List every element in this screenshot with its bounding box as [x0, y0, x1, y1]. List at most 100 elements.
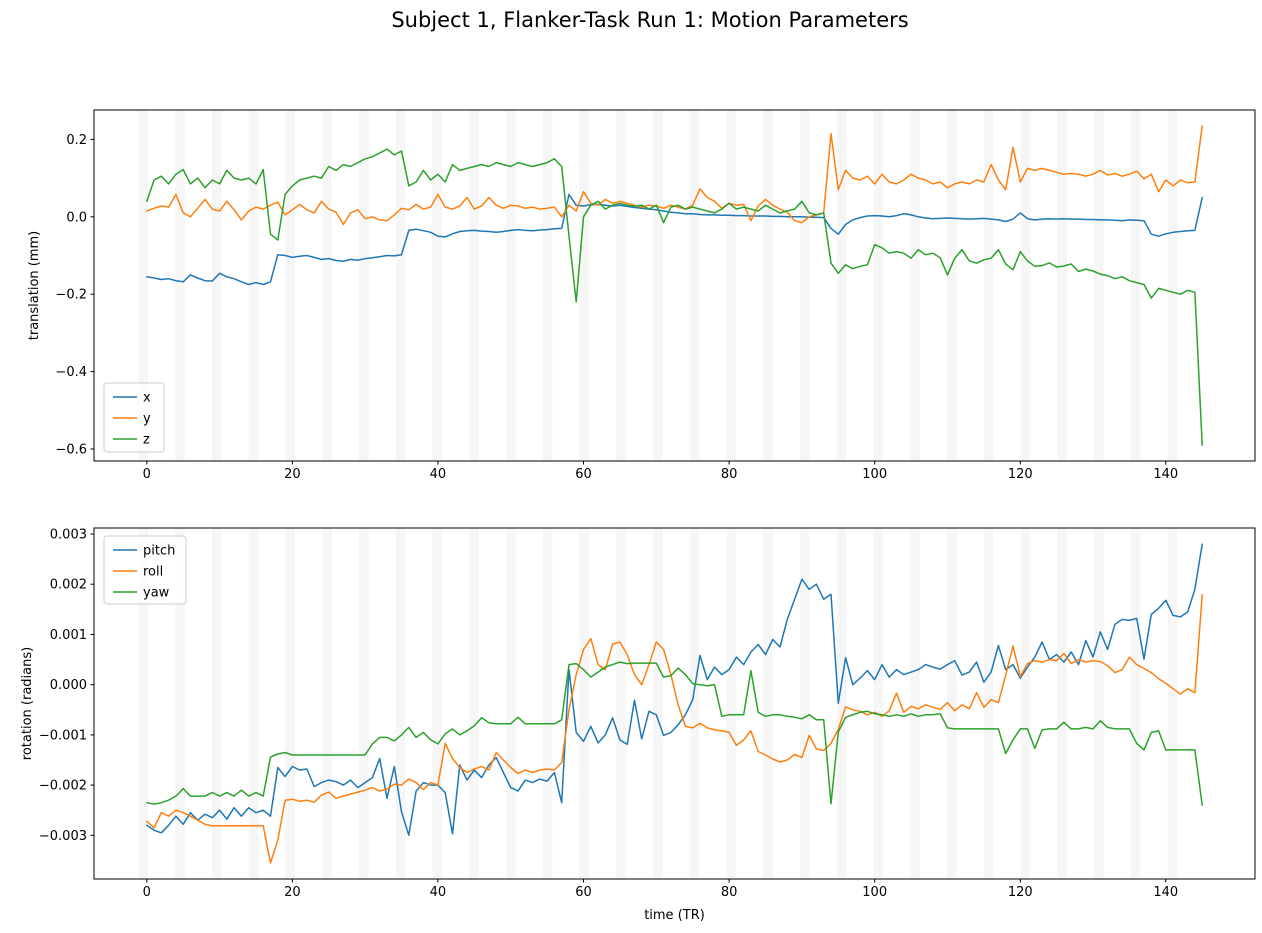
y-tick-label: 0.0 [66, 210, 87, 225]
task-event-band [359, 528, 369, 879]
task-event-band [653, 528, 663, 879]
task-event-band [211, 110, 222, 461]
x-tick-label: 120 [1008, 467, 1033, 482]
task-event-band [873, 528, 884, 879]
series-y-line [146, 125, 1203, 226]
task-event-band [947, 528, 957, 879]
task-event-band [395, 528, 406, 879]
x-tick-label: 60 [575, 885, 592, 900]
x-axis: 0 20 40 60 80 100 120 140 [143, 461, 1178, 482]
y-tick-label: −0.001 [39, 728, 87, 743]
series-roll-line [146, 594, 1203, 864]
task-event-band [359, 110, 369, 461]
task-event-band [653, 110, 663, 461]
task-event-band [616, 528, 626, 879]
task-event-band [175, 110, 185, 461]
plot-border [93, 527, 1256, 880]
task-event-band [469, 528, 479, 879]
task-event-band [395, 110, 406, 461]
task-event-band [1057, 110, 1067, 461]
legend-item-yaw: yaw [113, 586, 170, 601]
series-z-line [146, 148, 1203, 446]
x-axis-label: time (TR) [644, 908, 705, 923]
task-event-band [726, 528, 736, 879]
task-event-band [616, 110, 626, 461]
figure-title: Subject 1, Flanker-Task Run 1: Motion Pa… [391, 8, 909, 32]
translation-plot: 0 20 40 60 80 100 120 140 0.2 0.0 −0.2 −0.4 −0.6 tran… [27, 109, 1256, 482]
x-tick-label: 140 [1153, 467, 1178, 482]
task-event-band [248, 528, 259, 879]
x-tick-label: 20 [284, 885, 301, 900]
task-event-band [211, 528, 222, 879]
task-event-band [506, 110, 516, 461]
task-event-band [285, 110, 295, 461]
task-event-band [1167, 528, 1178, 879]
series-pitch-line [146, 543, 1203, 837]
task-event-band [873, 110, 884, 461]
legend-item-z: z [113, 433, 150, 448]
task-event-band [248, 110, 259, 461]
y-axis: 0.003 0.002 0.001 0.000 −0.001 −0.002 −0.003 [39, 528, 94, 844]
task-event-band [469, 110, 479, 461]
task-event-band [432, 110, 442, 461]
x-tick-label: 0 [143, 885, 151, 900]
series-yaw-line [146, 661, 1203, 806]
y-tick-label: 0.001 [50, 628, 87, 643]
legend-item-y: y [113, 412, 151, 427]
task-event-band [947, 110, 957, 461]
legend-item-pitch: pitch [113, 544, 175, 559]
task-event-band [1020, 110, 1031, 461]
task-event-band [1020, 528, 1031, 879]
y-axis-label: rotation (radians) [20, 647, 35, 760]
y-tick-label: −0.2 [55, 288, 87, 303]
task-event-band [138, 110, 148, 461]
y-tick-label: −0.002 [39, 779, 87, 794]
task-event-band [910, 110, 920, 461]
x-tick-label: 100 [862, 885, 887, 900]
legend-item-x: x [113, 391, 151, 406]
task-event-band [1130, 110, 1141, 461]
x-axis: 0 20 40 60 80 100 120 140 [143, 879, 1178, 900]
task-event-band [1094, 528, 1104, 879]
legend-item-roll: roll [113, 565, 163, 580]
y-tick-label: −0.6 [55, 443, 87, 458]
task-event-band [800, 528, 810, 879]
y-tick-label: 0.000 [50, 678, 87, 693]
task-event-band [1167, 110, 1178, 461]
task-event-band [175, 528, 185, 879]
task-event-band [138, 528, 148, 879]
x-tick-label: 120 [1008, 885, 1033, 900]
y-axis: 0.2 0.0 −0.2 −0.4 −0.6 [55, 133, 94, 458]
task-event-band [1057, 528, 1067, 879]
plot-border [93, 109, 1256, 462]
x-tick-label: 40 [430, 467, 447, 482]
rotation-plot: 0 20 40 60 80 100 120 140 0.003 0.002 0.001 0.000 −0… [20, 527, 1256, 923]
task-event-band [506, 528, 516, 879]
task-event-band [763, 110, 773, 461]
legend-label-y: y [143, 412, 151, 427]
task-event-band [1094, 110, 1104, 461]
x-tick-label: 60 [575, 467, 592, 482]
x-tick-label: 0 [143, 467, 151, 482]
legend-box [103, 535, 187, 605]
x-tick-label: 20 [284, 467, 301, 482]
task-event-band [285, 528, 295, 879]
x-tick-label: 80 [721, 885, 738, 900]
task-event-band [910, 528, 920, 879]
task-event-band [542, 110, 553, 461]
y-tick-label: 0.002 [50, 578, 87, 593]
legend: xyz [103, 382, 165, 453]
task-event-band [579, 110, 589, 461]
legend-label-pitch: pitch [143, 544, 175, 559]
y-tick-label: −0.4 [55, 365, 87, 380]
task-event-band [542, 528, 553, 879]
task-event-band [763, 528, 773, 879]
task-event-band [983, 528, 994, 879]
x-tick-label: 100 [862, 467, 887, 482]
task-event-band [836, 110, 847, 461]
legend-label-yaw: yaw [143, 586, 170, 601]
y-tick-label: 0.2 [66, 133, 87, 148]
y-tick-label: 0.003 [50, 528, 87, 543]
